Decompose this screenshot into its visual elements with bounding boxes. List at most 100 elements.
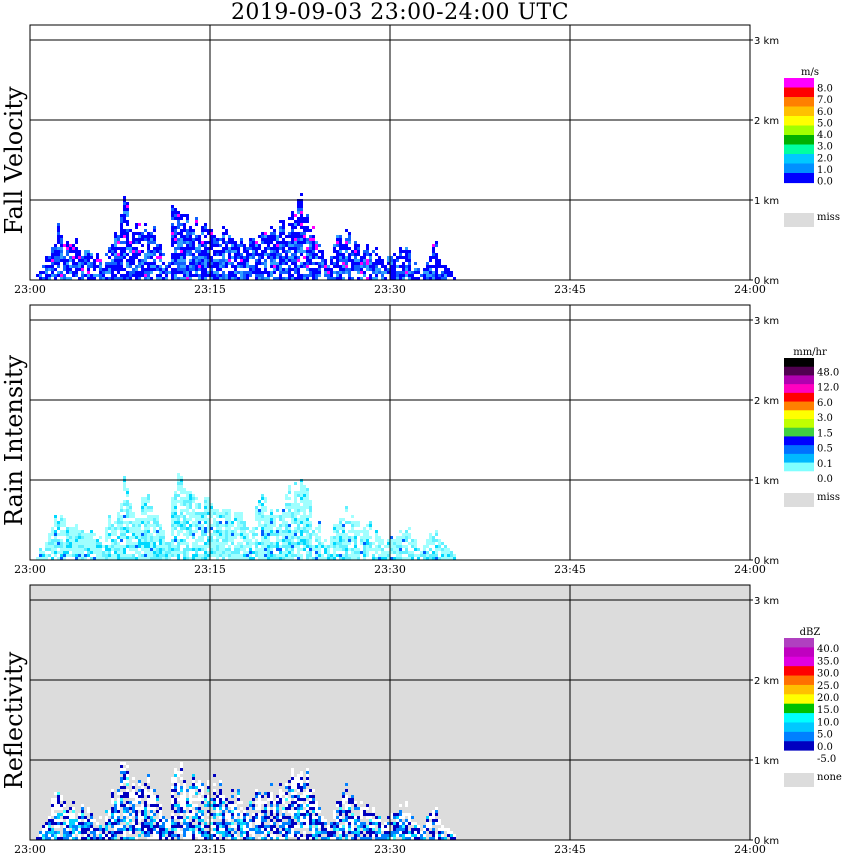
data-cell xyxy=(303,539,306,542)
data-cell xyxy=(213,539,216,542)
data-cell xyxy=(177,259,180,262)
data-cell xyxy=(108,810,111,813)
data-cell xyxy=(162,268,165,271)
data-cell xyxy=(291,822,294,825)
data-cell xyxy=(282,220,285,223)
data-cell xyxy=(75,262,78,265)
data-cell xyxy=(51,551,54,554)
data-cell xyxy=(252,238,255,241)
data-cell xyxy=(393,831,396,834)
data-cell xyxy=(429,816,432,819)
data-cell xyxy=(150,506,153,509)
data-cell xyxy=(339,271,342,274)
data-cell xyxy=(294,831,297,834)
data-cell xyxy=(285,503,288,506)
data-cell xyxy=(87,274,90,277)
data-cell xyxy=(72,244,75,247)
data-cell xyxy=(342,265,345,268)
data-cell xyxy=(408,274,411,277)
data-cell xyxy=(249,241,252,244)
time-tick-label: 23:00 xyxy=(14,563,46,576)
data-cell xyxy=(345,536,348,539)
data-cell xyxy=(147,822,150,825)
data-cell xyxy=(195,554,198,557)
data-cell xyxy=(138,536,141,539)
data-cell xyxy=(54,533,57,536)
data-cell xyxy=(408,822,411,825)
data-cell xyxy=(135,792,138,795)
data-cell xyxy=(222,262,225,265)
data-cell xyxy=(129,506,132,509)
data-cell xyxy=(72,274,75,277)
data-cell xyxy=(150,277,153,280)
data-cell xyxy=(387,825,390,828)
data-cell xyxy=(216,539,219,542)
legend-label: -5.0 xyxy=(817,754,836,765)
data-cell xyxy=(402,831,405,834)
data-cell xyxy=(114,235,117,238)
data-cell xyxy=(54,813,57,816)
data-cell xyxy=(423,545,426,548)
data-cell xyxy=(108,268,111,271)
data-cell xyxy=(204,521,207,524)
data-cell xyxy=(171,268,174,271)
data-cell xyxy=(354,804,357,807)
data-cell xyxy=(435,265,438,268)
data-cell xyxy=(141,500,144,503)
data-cell xyxy=(147,238,150,241)
data-cell xyxy=(201,256,204,259)
data-cell xyxy=(213,238,216,241)
data-cell xyxy=(126,491,129,494)
data-cell xyxy=(228,816,231,819)
data-cell xyxy=(54,545,57,548)
data-cell xyxy=(87,268,90,271)
data-cell xyxy=(126,813,129,816)
data-cell xyxy=(135,232,138,235)
data-cell xyxy=(57,819,60,822)
data-cell xyxy=(402,813,405,816)
data-cell xyxy=(222,831,225,834)
data-cell xyxy=(288,256,291,259)
data-cell xyxy=(222,551,225,554)
data-cell xyxy=(171,497,174,500)
data-cell xyxy=(207,241,210,244)
data-cell xyxy=(432,816,435,819)
data-cell xyxy=(225,524,228,527)
data-cell xyxy=(204,226,207,229)
data-cell xyxy=(354,828,357,831)
data-cell xyxy=(222,822,225,825)
data-cell xyxy=(342,527,345,530)
data-cell xyxy=(228,557,231,560)
data-cell xyxy=(114,548,117,551)
data-cell xyxy=(153,542,156,545)
data-cell xyxy=(351,524,354,527)
data-cell xyxy=(309,271,312,274)
data-cell xyxy=(378,542,381,545)
data-cell xyxy=(126,241,129,244)
data-cell xyxy=(240,545,243,548)
data-cell xyxy=(192,548,195,551)
data-cell xyxy=(282,554,285,557)
data-cell xyxy=(405,837,408,840)
data-cell xyxy=(285,548,288,551)
data-cell xyxy=(186,518,189,521)
data-cell xyxy=(429,822,432,825)
data-cell xyxy=(258,825,261,828)
data-cell xyxy=(216,509,219,512)
data-cell xyxy=(147,777,150,780)
data-cell xyxy=(258,792,261,795)
data-cell xyxy=(204,241,207,244)
data-cell xyxy=(438,834,441,837)
data-cell xyxy=(186,837,189,840)
data-cell xyxy=(171,828,174,831)
data-cell xyxy=(333,539,336,542)
data-cell xyxy=(204,512,207,515)
data-cell xyxy=(279,247,282,250)
data-cell xyxy=(150,268,153,271)
data-cell xyxy=(84,542,87,545)
data-cell xyxy=(138,250,141,253)
data-cell xyxy=(147,500,150,503)
data-cell xyxy=(447,274,450,277)
data-cell xyxy=(240,515,243,518)
data-cell xyxy=(291,253,294,256)
